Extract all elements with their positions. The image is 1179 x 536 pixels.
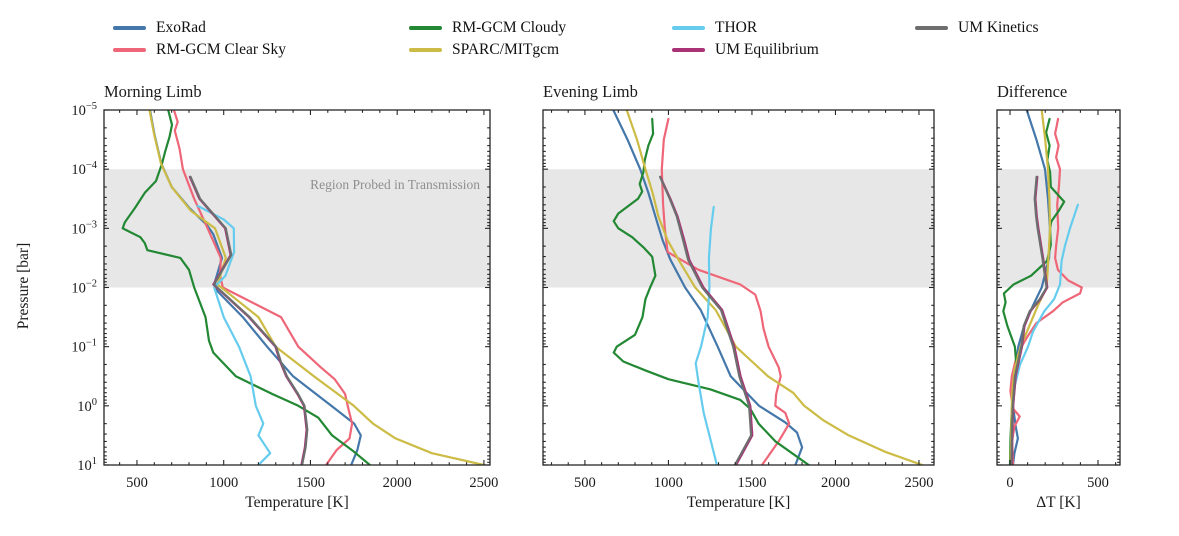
band-annotation: Region Probed in Transmission [310,177,480,192]
legend-swatch [915,26,948,30]
series-line-thor [694,205,719,465]
panel-difference: 0 500 [996,109,1121,491]
panel-title-morning: Morning Limb [104,82,202,101]
legend-swatch [113,26,146,30]
series-line-exorad [612,110,804,465]
y-tick-label: 10−1 [71,338,97,356]
legend-label: UM Kinetics [958,19,1039,36]
series-line-sparc-mitgcm [625,110,924,465]
panel-title-difference: Difference [997,82,1068,101]
y-tick-label: 10−3 [71,219,97,237]
x-tick-label: 2000 [383,475,412,491]
legend-item-sparc-mitgcm: SPARC/MITgcm [409,39,559,61]
y-tick-label: 100 [77,397,97,415]
legend-swatch [409,48,442,52]
panel-morning-limb: 500 1000 1500 2000 2500 10−5 10−4 10−3 10−2 10−1 1… [71,101,498,491]
ticks [104,109,490,466]
series-line-thor [196,204,272,465]
y-tick-label: 101 [77,456,97,474]
ticks [997,109,1120,466]
legend-swatch [113,48,146,52]
x-tick-label: 1500 [737,475,766,491]
series-line-um-kinetics [1010,175,1048,465]
series-group [612,110,924,465]
x-tick-label: 500 [126,475,148,491]
legend-item-um-kinetics: UM Kinetics [915,17,1039,39]
series-group [121,110,485,465]
panel-title-evening: Evening Limb [543,82,638,101]
legend-label: RM-GCM Cloudy [452,19,567,36]
series-line-rm-gcm-clear-sky [660,117,791,465]
x-tick-label: 0 [1006,475,1013,491]
x-tick-label: 2500 [469,475,498,491]
series-line-um-kinetics [189,175,309,465]
x-tick-label: 1500 [296,475,325,491]
series-line-sparc-mitgcm [148,110,485,465]
transmission-band [104,169,490,288]
legend-swatch [672,26,705,30]
x-tick-label: 500 [1087,475,1109,491]
y-tick-label: 10−5 [71,101,97,119]
series-line-rm-gcm-clear-sky [172,110,354,465]
legend-item-rm-gcm-clear-sky: RM-GCM Clear Sky [113,39,286,61]
x-tick-label: 2500 [904,475,933,491]
series-group [1002,110,1083,465]
y-tick-label: 10−4 [71,160,97,178]
series-line-rm-gcm-cloudy [612,117,810,465]
legend-label: ExoRad [156,19,206,36]
x-tick-label: 500 [574,475,596,491]
legend-item-rm-gcm-cloudy: RM-GCM Cloudy [409,17,566,39]
legend-item-exorad: ExoRad [113,17,206,39]
legend-swatch [409,26,442,30]
legend-label: UM Equilibrium [715,41,819,58]
legend-item-um-equilibrium: UM Equilibrium [672,39,819,61]
panel-evening-limb: 500 1000 1500 2000 2500 [542,109,935,491]
x-tick-label: 1000 [654,475,683,491]
legend-label: THOR [715,19,758,36]
x-tick-label: 1000 [209,475,238,491]
x-axis-label-difference: ΔT [K] [1036,494,1081,511]
legend-item-thor: THOR [672,17,757,39]
legend-label: RM-GCM Clear Sky [156,41,287,58]
y-tick-label: 10−2 [71,279,97,297]
y-axis-label: Pressure [bar] [15,242,32,330]
x-axis-label-morning: Temperature [K] [245,494,349,511]
transmission-band [543,169,934,288]
x-axis-label-evening: Temperature [K] [686,494,791,511]
legend-swatch [672,48,705,52]
series-line-um-kinetics [658,175,753,465]
ticks [543,109,934,466]
x-tick-label: 2000 [821,475,850,491]
legend-label: SPARC/MITgcm [452,41,560,58]
